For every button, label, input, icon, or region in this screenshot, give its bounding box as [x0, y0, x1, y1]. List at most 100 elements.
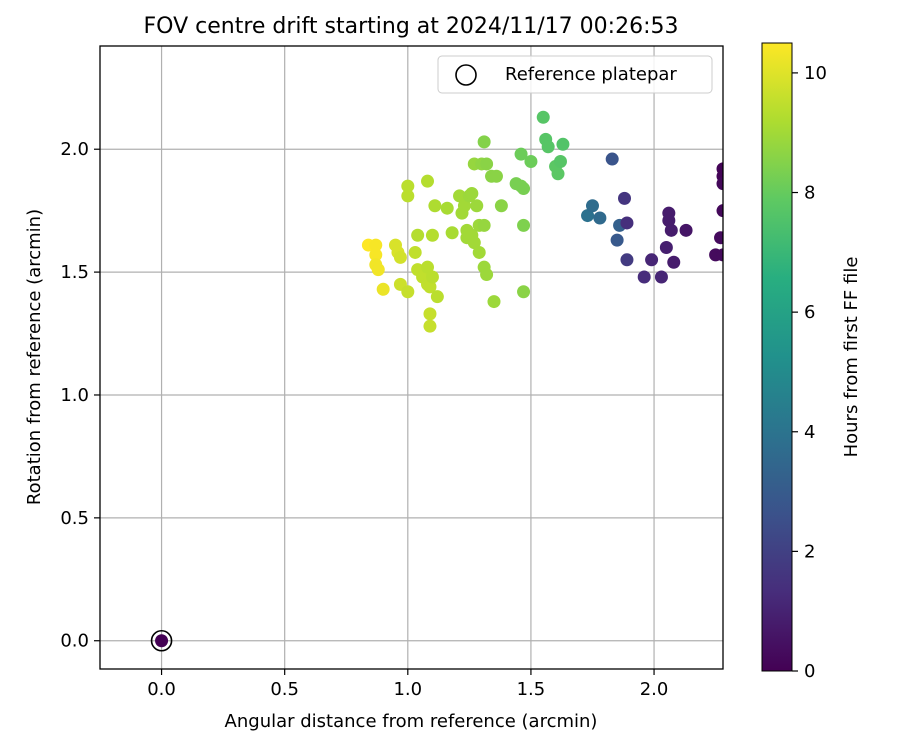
- colorbar-label: Hours from first FF file: [841, 257, 862, 458]
- data-point: [428, 199, 442, 213]
- data-point: [440, 201, 454, 215]
- colorbar-tick-label: 4: [804, 422, 815, 443]
- x-tick-label: 1.5: [517, 679, 546, 700]
- legend-marker: [455, 64, 477, 86]
- x-axis-label: Angular distance from reference (arcmin): [225, 711, 598, 732]
- data-point: [470, 199, 484, 213]
- data-point: [517, 218, 531, 232]
- data-point: [551, 167, 565, 181]
- data-point: [716, 177, 723, 191]
- data-point: [664, 223, 678, 237]
- y-tick-label: 1.0: [60, 385, 89, 406]
- y-tick-label: 1.5: [60, 262, 89, 283]
- data-point: [411, 228, 425, 242]
- data-point: [585, 199, 599, 213]
- data-point: [517, 182, 531, 196]
- data-point: [605, 152, 619, 166]
- data-point: [654, 270, 668, 284]
- data-point: [376, 282, 390, 296]
- plot-frame: [99, 45, 724, 670]
- data-point: [610, 233, 624, 247]
- data-point: [620, 253, 634, 267]
- data-point: [581, 209, 595, 223]
- data-point: [472, 245, 486, 259]
- data-point: [401, 285, 415, 299]
- data-point: [494, 199, 508, 213]
- data-point: [524, 155, 538, 169]
- x-tick-label: 1.0: [393, 679, 422, 700]
- data-point: [714, 231, 723, 245]
- chart-title: FOV centre drift starting at 2024/11/17 …: [144, 14, 679, 39]
- y-tick-label: 0.0: [60, 631, 89, 652]
- data-point: [445, 226, 459, 240]
- data-point: [667, 255, 681, 269]
- data-point: [421, 260, 435, 274]
- colorbar-tick-label: 8: [804, 183, 815, 204]
- y-axis-ticks: 0.0 0.5 1.0 1.5 2.0: [60, 139, 100, 652]
- legend-box: [437, 55, 713, 94]
- data-point: [369, 248, 383, 262]
- data-point: [401, 189, 415, 203]
- data-point: [465, 186, 479, 200]
- y-tick-label: 0.5: [60, 508, 89, 529]
- colorbar-ticks: 0 2 4 6 8 10: [792, 63, 827, 682]
- data-point: [480, 157, 494, 171]
- data-point: [425, 270, 439, 284]
- data-point: [514, 147, 528, 161]
- data-point: [553, 155, 567, 169]
- y-axis-label: Rotation from reference (arcmin): [24, 209, 45, 505]
- data-point: [489, 169, 503, 183]
- colorbar-tick-label: 2: [804, 541, 815, 562]
- data-point: [467, 236, 481, 250]
- data-point: [408, 245, 422, 259]
- data-point: [556, 137, 570, 151]
- colorbar-tick-label: 6: [804, 302, 815, 323]
- x-axis-ticks: 0.0 0.5 1.0 1.5 2.0: [147, 669, 668, 700]
- data-point: [645, 253, 659, 267]
- data-point: [716, 204, 723, 218]
- data-point: [430, 290, 444, 304]
- data-point: [369, 238, 383, 252]
- data-point: [401, 179, 415, 193]
- reference-ring: [150, 629, 173, 652]
- data-point: [453, 189, 467, 203]
- data-point: [620, 216, 634, 230]
- data-point: [716, 248, 723, 262]
- x-tick-label: 2.0: [640, 679, 669, 700]
- x-tick-label: 0.0: [147, 679, 176, 700]
- data-points: [361, 110, 723, 333]
- legend-label: Reference platepar: [505, 64, 677, 85]
- data-point: [487, 295, 501, 309]
- colorbar: 0 2 4 6 8 10 Hours from first FF file: [761, 42, 862, 682]
- data-point: [423, 280, 437, 294]
- grid: [100, 46, 723, 669]
- colorbar-tick-label: 10: [804, 63, 827, 84]
- reference-dot: [155, 634, 169, 648]
- data-point: [637, 270, 651, 284]
- data-point: [659, 241, 673, 255]
- x-tick-label: 0.5: [270, 679, 299, 700]
- data-point: [477, 218, 491, 232]
- data-point: [662, 213, 676, 227]
- colorbar-gradient: [761, 42, 793, 672]
- data-point: [480, 268, 494, 282]
- data-point: [423, 319, 437, 333]
- data-point: [541, 140, 555, 154]
- legend: Reference platepar: [437, 55, 713, 94]
- data-point: [593, 211, 607, 225]
- y-tick-label: 2.0: [60, 139, 89, 160]
- data-point: [421, 174, 435, 188]
- data-point: [477, 135, 491, 149]
- data-point: [393, 250, 407, 264]
- data-point: [618, 191, 632, 205]
- data-point: [423, 307, 437, 321]
- reference-point: [150, 629, 173, 652]
- data-point: [679, 223, 693, 237]
- colorbar-tick-label: 0: [804, 661, 815, 682]
- data-point: [517, 285, 531, 299]
- data-point: [425, 228, 439, 242]
- data-point: [536, 110, 550, 124]
- data-point: [371, 263, 385, 277]
- data-point: [457, 199, 471, 213]
